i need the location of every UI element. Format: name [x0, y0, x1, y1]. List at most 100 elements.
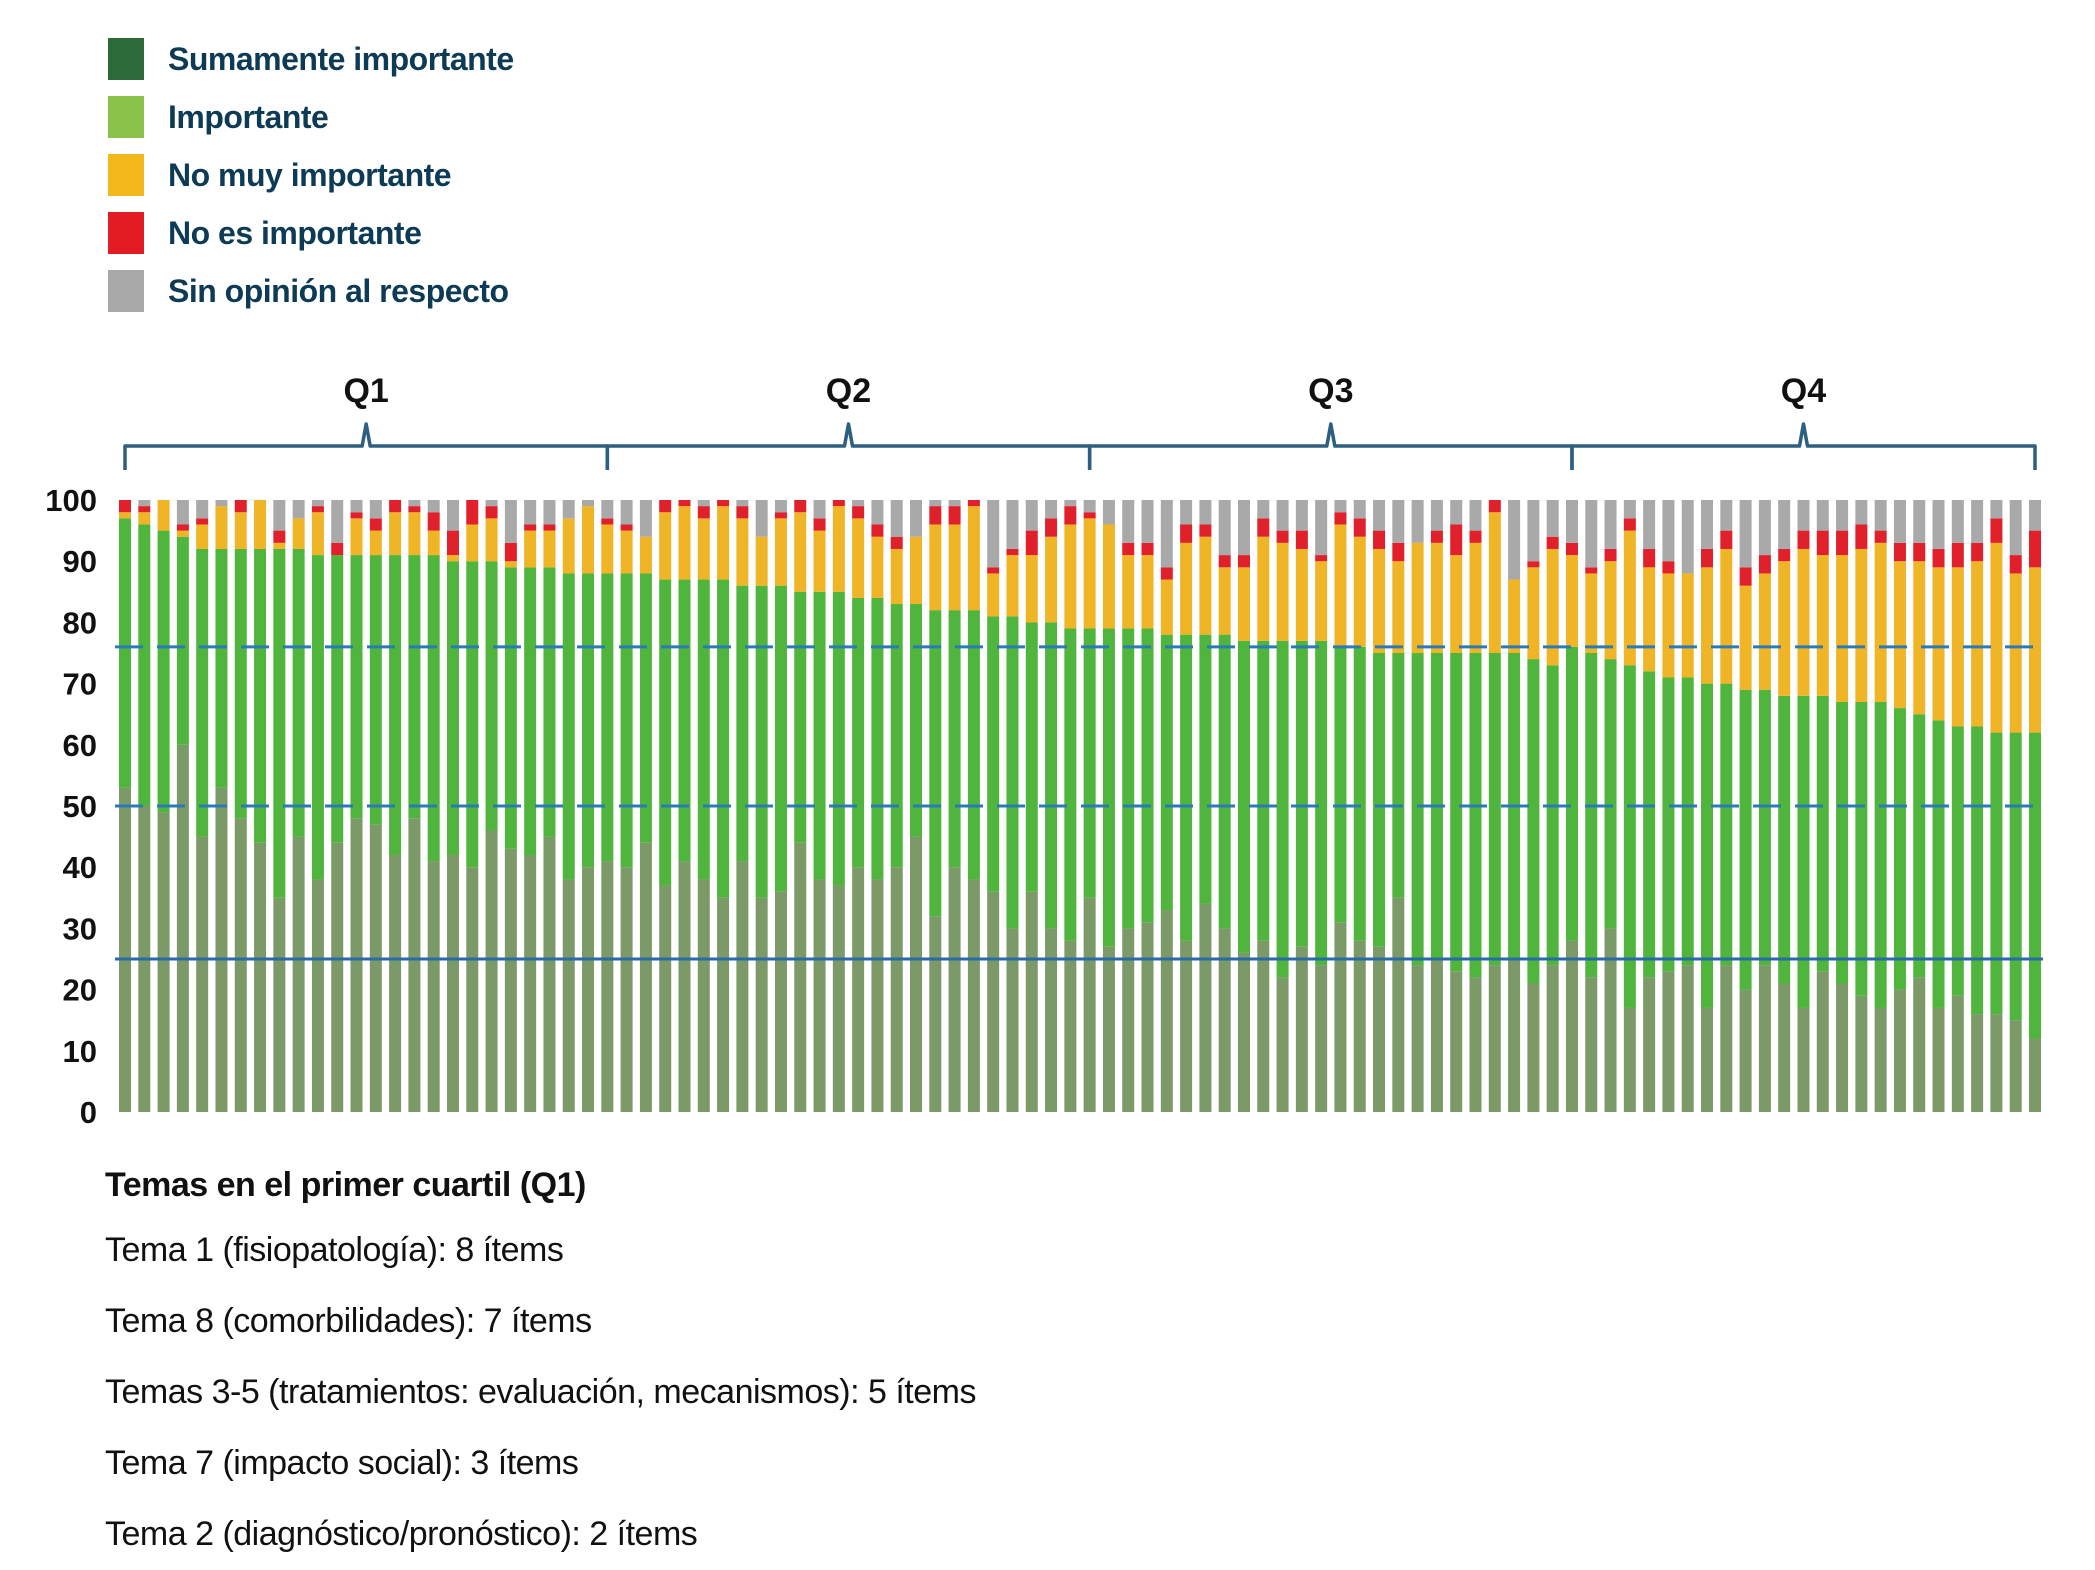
bar-segment-67-series-5: [1392, 500, 1405, 543]
bar-segment-92-series-2: [1874, 701, 1887, 1008]
bar-segment-61-series-1: [1276, 977, 1289, 1112]
bar-segment-43-series-2: [929, 610, 942, 917]
bar-segment-23-series-4: [543, 524, 556, 531]
bar-segment-44-series-2: [948, 610, 961, 868]
bar-segment-60-series-2: [1257, 640, 1270, 941]
bar-segment-76-series-3: [1565, 555, 1578, 647]
bar-segment-33-series-4: [736, 506, 749, 519]
legend-label: Importante: [168, 98, 329, 135]
bar-segment-44-series-4: [948, 506, 961, 525]
bar-segment-94-series-5: [1913, 500, 1926, 543]
bar-segment-46-series-2: [987, 616, 1000, 892]
bar-segment-5-series-2: [196, 548, 209, 837]
bar-segment-70-series-2: [1450, 653, 1463, 972]
bar-segment-42-series-5: [910, 500, 923, 537]
bar-segment-52-series-2: [1102, 628, 1115, 947]
bar-segment-64-series-1: [1334, 922, 1347, 1112]
bar-segment-84-series-5: [1720, 500, 1733, 531]
bar-segment-28-series-2: [639, 573, 652, 843]
bar-segment-10-series-5: [292, 500, 305, 519]
bar-segment-6-series-2: [215, 548, 228, 788]
y-tick-label: 70: [63, 667, 97, 702]
bar-segment-26-series-1: [601, 861, 614, 1112]
bar-segment-80-series-3: [1643, 567, 1656, 672]
bar-segment-53-series-4: [1122, 542, 1135, 556]
bar-segment-47-series-5: [1006, 500, 1019, 549]
bar-segment-21-series-3: [504, 561, 517, 568]
bar-segment-65-series-4: [1353, 518, 1366, 537]
bar-segment-73-series-5: [1508, 500, 1521, 580]
bar-segment-29-series-4: [659, 500, 672, 513]
group-bracket-q2: [605, 422, 1092, 470]
bar-segment-32-series-4: [717, 500, 730, 507]
bar-segment-66-series-4: [1373, 530, 1386, 549]
bar-segment-12-series-4: [331, 542, 344, 556]
bar-segment-4-series-2: [176, 536, 189, 745]
bar-segment-33-series-2: [736, 585, 749, 862]
bar-segment-53-series-1: [1122, 928, 1135, 1112]
bar-segment-49-series-1: [1045, 928, 1058, 1112]
bar-segment-79-series-5: [1623, 500, 1636, 519]
bar-segment-59-series-1: [1237, 952, 1250, 1112]
bar-segment-99-series-2: [2009, 732, 2022, 1021]
bar-segment-84-series-2: [1720, 683, 1733, 966]
bar-segment-13-series-5: [350, 500, 363, 513]
bar-segment-72-series-4: [1488, 500, 1501, 513]
bar-segment-78-series-2: [1604, 659, 1617, 929]
bar-segment-65-series-1: [1353, 940, 1366, 1112]
bar-segment-87-series-2: [1778, 695, 1791, 984]
bar-segment-43-series-4: [929, 506, 942, 525]
bar-segment-43-series-1: [929, 916, 942, 1112]
bar-segment-98-series-3: [1990, 542, 2003, 733]
legend-item-sin-opinion: Sin opinión al respecto: [108, 262, 514, 320]
bar-segment-71-series-3: [1469, 542, 1482, 653]
bar-segment-27-series-4: [620, 524, 633, 531]
bar-segment-15-series-4: [389, 500, 402, 513]
group-label-q2: Q2: [826, 372, 871, 410]
legend-swatch: [108, 38, 144, 80]
bar-segment-77-series-1: [1585, 977, 1598, 1112]
bar-segment-84-series-1: [1720, 965, 1733, 1112]
bar-segment-11-series-5: [311, 500, 324, 507]
bar-segment-5-series-3: [196, 524, 209, 549]
bar-segment-76-series-1: [1565, 940, 1578, 1112]
bar-segment-91-series-2: [1855, 701, 1868, 996]
bar-segment-15-series-2: [389, 555, 402, 855]
bar-segment-71-series-4: [1469, 530, 1482, 543]
bar-segment-75-series-3: [1546, 548, 1559, 666]
bar-segment-51-series-4: [1083, 512, 1096, 519]
bar-segment-48-series-4: [1025, 530, 1038, 556]
bar-segment-100-series-4: [2029, 530, 2041, 568]
bar-segment-27-series-2: [620, 573, 633, 868]
bar-segment-58-series-5: [1218, 500, 1231, 556]
bar-segment-26-series-2: [601, 573, 614, 862]
bar-segment-18-series-2: [446, 561, 459, 855]
bar-segment-2-series-5: [138, 500, 151, 507]
bar-segment-72-series-3: [1488, 512, 1501, 653]
bar-segment-6-series-1: [215, 787, 228, 1112]
bar-segment-42-series-1: [910, 836, 923, 1112]
bar-segment-85-series-1: [1739, 989, 1752, 1112]
bar-segment-68-series-3: [1411, 542, 1424, 653]
bar-segment-18-series-4: [446, 530, 459, 556]
notes-title: Temas en el primer cuartil (Q1): [105, 1166, 586, 1204]
bar-segment-50-series-3: [1064, 524, 1077, 629]
bar-segment-45-series-4: [967, 500, 980, 507]
notes-line: Tema 1 (fisiopatología): 8 ítems: [105, 1231, 564, 1269]
bar-segment-100-series-3: [2029, 567, 2041, 733]
bar-segment-63-series-4: [1315, 555, 1328, 562]
bar-segment-18-series-3: [446, 555, 459, 562]
bar-segment-32-series-1: [717, 897, 730, 1112]
bar-segment-81-series-2: [1662, 677, 1675, 972]
bar-segment-47-series-1: [1006, 928, 1019, 1112]
bar-segment-14-series-5: [369, 500, 382, 519]
bar-segment-11-series-1: [311, 879, 324, 1112]
bar-segment-96-series-2: [1951, 726, 1964, 996]
bar-segment-16-series-1: [408, 818, 421, 1112]
y-tick-label: 20: [63, 973, 97, 1008]
bar-segment-82-series-2: [1681, 677, 1694, 966]
bar-segment-18-series-1: [446, 854, 459, 1112]
bar-segment-69-series-4: [1430, 530, 1443, 543]
bar-segment-89-series-4: [1816, 530, 1829, 556]
bar-segment-89-series-2: [1816, 695, 1829, 972]
